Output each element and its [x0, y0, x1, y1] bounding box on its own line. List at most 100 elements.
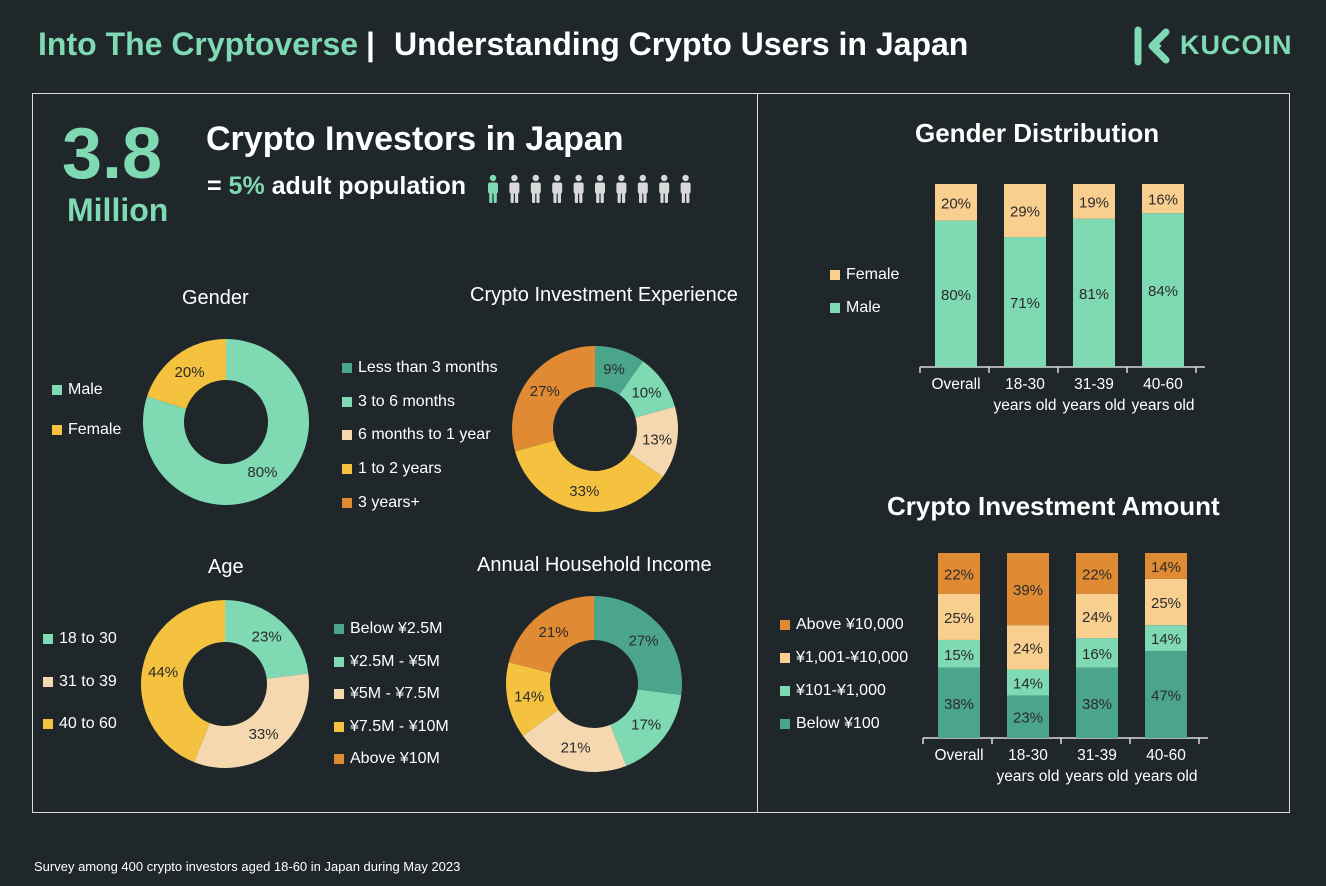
- hero-headline: Crypto Investors in Japan: [206, 120, 624, 158]
- bar-segment: [1142, 213, 1184, 367]
- legend-label: Above ¥10M: [350, 750, 440, 768]
- bar-segment: [1076, 593, 1118, 639]
- page-title: Understanding Crypto Users in Japan: [394, 26, 969, 62]
- bar-label: 47%: [1151, 688, 1181, 705]
- legend-label: 18 to 30: [59, 630, 117, 648]
- legend-swatch: [780, 652, 790, 663]
- bar-segment: [1145, 578, 1187, 626]
- bar-segment: [938, 553, 980, 594]
- investment-amount-chart: 38% 15% 25% 22% Overall 23% 14% 24% 39% 18-30 year…: [922, 553, 1208, 785]
- person-icon: [530, 174, 541, 203]
- legend-swatch: [342, 430, 352, 441]
- legend-item: Female: [830, 258, 899, 291]
- legend-label: 3 to 6 months: [358, 392, 455, 410]
- population-share: = 5% adult population: [207, 172, 466, 201]
- legend-label: Above ¥10,000: [796, 615, 904, 633]
- bar-label: 29%: [1010, 204, 1040, 221]
- bar-label: 80%: [941, 287, 971, 304]
- legend-item: Above ¥10,000: [780, 608, 908, 641]
- legend-swatch: [334, 689, 344, 700]
- bar-label: 14%: [1151, 631, 1181, 648]
- donut-slice: [610, 689, 682, 766]
- legend-item: 3 to 6 months: [342, 385, 498, 419]
- legend-swatch: [830, 302, 840, 313]
- category-label: years old: [1135, 768, 1198, 785]
- category-label: 18-30: [1008, 747, 1048, 764]
- legend-label: 40 to 60: [59, 715, 117, 733]
- investor-count: 3.8: [62, 114, 163, 194]
- legend-swatch: [780, 718, 790, 729]
- person-icon: [573, 174, 584, 203]
- age-chart-title: Age: [208, 556, 244, 578]
- age-legend: 18 to 30 31 to 39 40 to 60: [43, 618, 117, 746]
- bar-segment: [1004, 184, 1046, 238]
- bar-segment: [1007, 553, 1049, 626]
- slice-label: 27%: [530, 383, 560, 400]
- legend-swatch: [43, 676, 53, 687]
- legend-item: 6 months to 1 year: [342, 419, 498, 453]
- person-icon: [552, 174, 563, 203]
- equals-sign: =: [207, 172, 229, 200]
- legend-label: ¥1,001-¥10,000: [796, 648, 909, 666]
- bar-label: 81%: [1079, 286, 1109, 303]
- slice-label: 44%: [148, 664, 178, 681]
- legend-item: Above ¥10M: [334, 743, 449, 776]
- legend-swatch: [334, 754, 344, 765]
- bar-segment: [1145, 625, 1187, 652]
- bar-segment: [1145, 553, 1187, 579]
- legend-label: ¥7.5M - ¥10M: [350, 717, 449, 735]
- bar-segment: [938, 593, 980, 640]
- legend-item: Male: [830, 291, 899, 324]
- series-title: Into The Cryptoverse: [38, 26, 359, 62]
- bar-label: 16%: [1082, 646, 1112, 663]
- donut-slice: [140, 600, 225, 763]
- category-label: years old: [1063, 397, 1126, 414]
- person-icon-highlighted: [488, 174, 498, 203]
- bar-label: 24%: [1082, 609, 1112, 626]
- bar-segment: [938, 667, 980, 738]
- donut-slice: [619, 361, 675, 418]
- category-label: 40-60: [1146, 747, 1186, 764]
- legend-item: Less than 3 months: [342, 351, 498, 385]
- income-donut-chart: 27% 17% 21% 14% 21%: [506, 596, 682, 772]
- investor-count-unit: Million: [67, 192, 169, 228]
- donut-slice: [594, 596, 682, 696]
- slice-label: 10%: [631, 385, 661, 402]
- bar-segment: [1007, 669, 1049, 696]
- person-icon: [680, 174, 691, 203]
- bar-label: 20%: [941, 195, 971, 212]
- legend-item: Female: [52, 410, 121, 450]
- category-label: years old: [1132, 397, 1195, 414]
- people-icon-row: [488, 174, 691, 203]
- donut-slice: [512, 346, 595, 452]
- legend-swatch: [334, 624, 344, 635]
- bar-label: 39%: [1013, 582, 1043, 599]
- legend-item: Below ¥2.5M: [334, 613, 449, 646]
- legend-label: Female: [68, 421, 122, 438]
- bar-segment: [1145, 651, 1187, 738]
- legend-label: 31 to 39: [59, 672, 117, 690]
- experience-donut-chart: 9% 10% 13% 33% 27%: [512, 346, 678, 512]
- category-label: years old: [997, 768, 1060, 785]
- slice-label: 21%: [539, 624, 569, 641]
- legend-item: ¥101-¥1,000: [780, 674, 908, 707]
- legend-swatch: [43, 719, 53, 730]
- investment-amount-title: Crypto Investment Amount: [887, 491, 1220, 521]
- legend-swatch: [342, 464, 352, 475]
- category-label: 31-39: [1077, 747, 1117, 764]
- category-label: Overall: [934, 747, 983, 764]
- bar-label: 23%: [1013, 710, 1043, 727]
- slice-label: 33%: [249, 726, 279, 743]
- population-text: adult population: [264, 172, 467, 200]
- legend-label: Below ¥2.5M: [350, 620, 443, 638]
- category-label: 18-30: [1005, 376, 1045, 393]
- bar-segment: [1073, 218, 1115, 367]
- bar-label: 16%: [1148, 192, 1178, 209]
- legend-item: ¥5M - ¥7.5M: [334, 678, 449, 711]
- legend-label: ¥2.5M - ¥5M: [350, 652, 440, 670]
- category-label: 31-39: [1074, 376, 1114, 393]
- bar-label: 15%: [944, 647, 974, 664]
- kucoin-logo: KUCOIN: [1134, 26, 1294, 66]
- slice-label: 27%: [628, 632, 658, 649]
- population-percent: 5%: [228, 172, 265, 200]
